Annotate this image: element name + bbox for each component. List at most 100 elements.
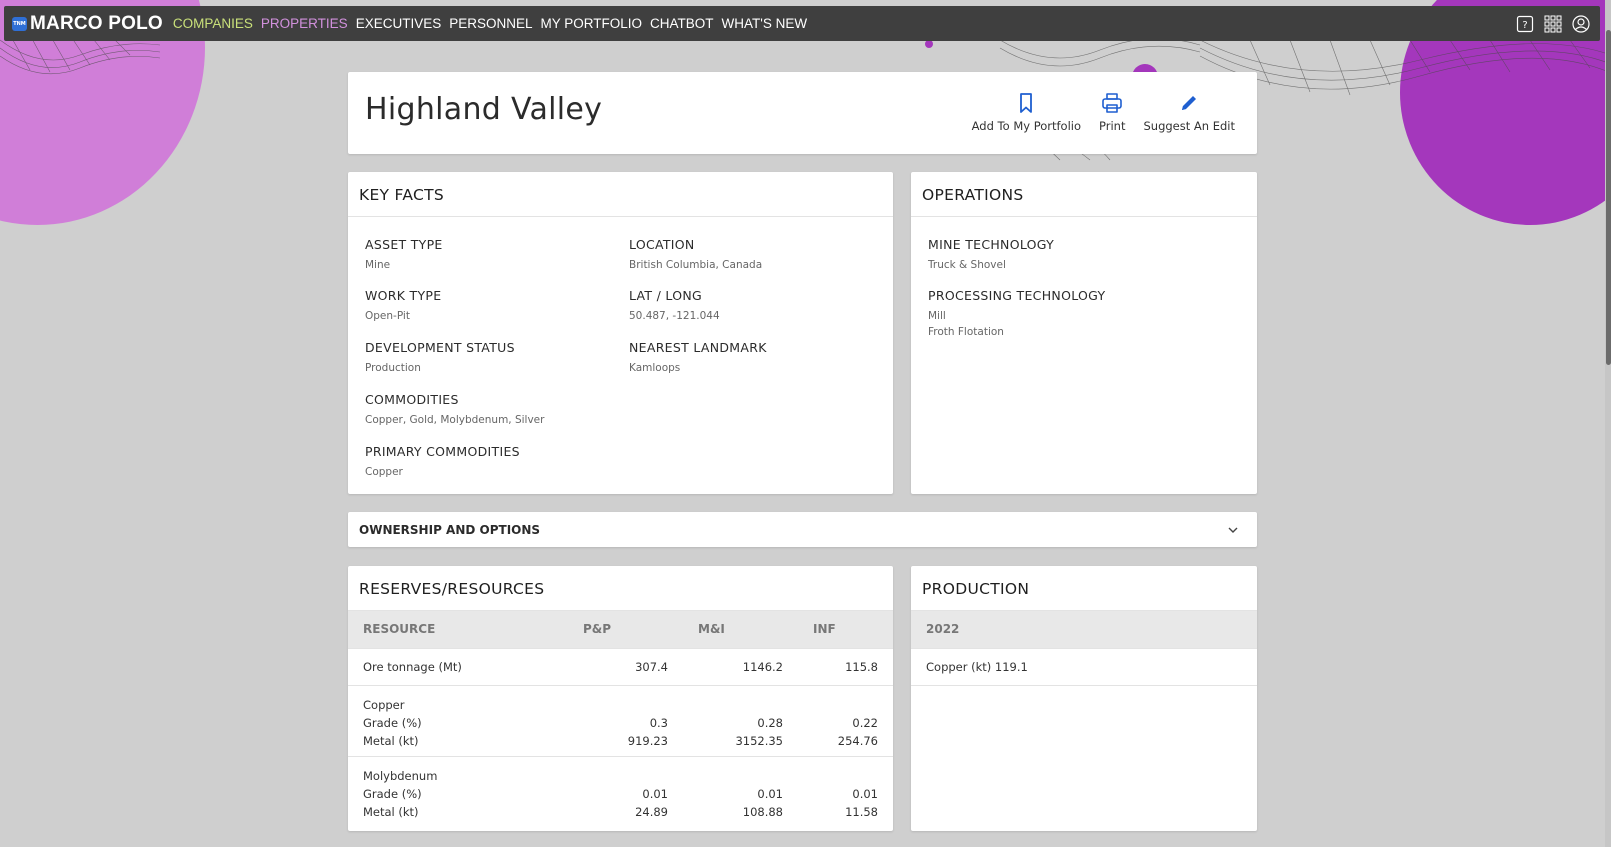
operations-title: OPERATIONS (922, 186, 1024, 204)
values-inf: 0.22 254.76 (798, 684, 893, 756)
table-row: Ore tonnage (Mt) 307.4 1146.2 115.8 (348, 647, 893, 685)
operations-card: OPERATIONS MINE TECHNOLOGY Truck & Shove… (911, 172, 1257, 494)
brand-logo[interactable]: TNM MARCO POLO (12, 13, 163, 35)
value-pp: 307.4 (568, 647, 683, 685)
fact-nearest-landmark: NEAREST LANDMARK Kamloops (629, 340, 767, 376)
fact-label: ASSET TYPE (365, 237, 443, 252)
add-to-portfolio-button[interactable]: Add To My Portfolio (972, 92, 1081, 133)
apps-grid-icon[interactable] (1544, 15, 1562, 33)
ownership-accordion[interactable]: OWNERSHIP AND OPTIONS (348, 512, 1257, 547)
fact-value: Open-Pit (365, 310, 410, 322)
resource-group-labels: Molybdenum Grade (%) Metal (kt) (348, 755, 568, 827)
bookmark-icon (1020, 93, 1033, 113)
values-mi: 0.28 3152.35 (683, 684, 798, 756)
fact-label: PRIMARY COMMODITIES (365, 444, 520, 459)
fact-value: Copper, Gold, Molybdenum, Silver (365, 414, 545, 426)
grade-pp: 0.3 (649, 715, 668, 730)
table-divider (911, 684, 1257, 686)
fact-mine-technology: MINE TECHNOLOGY Truck & Shovel (928, 237, 1054, 273)
fact-location: LOCATION British Columbia, Canada (629, 237, 762, 273)
resource-name: Molybdenum (363, 768, 438, 783)
metal-pp: 24.89 (635, 804, 668, 819)
fact-asset-type: ASSET TYPE Mine (365, 237, 443, 273)
metal-label: Metal (kt) (363, 733, 419, 748)
add-to-portfolio-label: Add To My Portfolio (971, 119, 1082, 133)
nav-executives[interactable]: EXECUTIVES (355, 16, 442, 31)
pencil-icon (1182, 96, 1197, 110)
grade-inf: 0.22 (852, 715, 878, 730)
column-header-resource: RESOURCE (348, 611, 568, 648)
production-table: 2022 Copper (kt) 119.1 (911, 611, 1257, 686)
fact-value: Production (365, 362, 421, 374)
fact-value: Mine (365, 259, 391, 271)
grade-mi: 0.28 (757, 715, 783, 730)
metal-inf: 254.76 (837, 733, 878, 748)
column-header-inf: INF (798, 611, 893, 648)
nav-properties[interactable]: PROPERTIES (260, 16, 348, 31)
metal-label: Metal (kt) (363, 804, 419, 819)
grade-label: Grade (%) (363, 715, 422, 730)
ownership-title: OWNERSHIP AND OPTIONS (359, 523, 541, 537)
fact-value: Copper (365, 466, 403, 478)
scrollbar-thumb[interactable] (1606, 30, 1611, 365)
fact-label: PROCESSING TECHNOLOGY (928, 288, 1106, 303)
grade-pp: 0.01 (642, 786, 668, 801)
chevron-down-icon[interactable] (1227, 524, 1239, 536)
table-row: Copper Grade (%) Metal (kt) 0.3 919.23 0… (348, 684, 893, 756)
print-label: Print (1099, 119, 1126, 133)
table-row: Molybdenum Grade (%) Metal (kt) 0.01 24.… (348, 755, 893, 827)
values-pp: 0.3 919.23 (568, 684, 683, 756)
fact-label: LOCATION (629, 237, 695, 252)
decorative-dot-small (925, 40, 933, 48)
fact-label: DEVELOPMENT STATUS (365, 340, 515, 355)
help-icon[interactable]: ? (1516, 15, 1534, 33)
nav-personnel[interactable]: PERSONNEL (449, 16, 533, 31)
fact-label: NEAREST LANDMARK (629, 340, 767, 355)
suggest-edit-button[interactable]: Suggest An Edit (1143, 92, 1235, 133)
metal-inf: 11.58 (845, 804, 878, 819)
column-header-mi: M&I (683, 611, 798, 648)
nav-whats-new[interactable]: WHAT'S NEW (721, 16, 808, 31)
column-header-pp: P&P (568, 611, 683, 648)
nav-icon-group: ? (1516, 14, 1590, 33)
print-button[interactable]: Print (1099, 92, 1125, 133)
fact-value: Kamloops (629, 362, 681, 374)
page-scrollbar[interactable] (1605, 0, 1611, 847)
grade-inf: 0.01 (852, 786, 878, 801)
top-navigation-bar: TNM MARCO POLO COMPANIES PROPERTIES EXEC… (4, 6, 1600, 41)
reserves-resources-card: RESERVES/RESOURCES RESOURCE P&P M&I INF … (348, 566, 893, 831)
metal-mi: 3152.35 (735, 733, 783, 748)
fact-label: MINE TECHNOLOGY (928, 237, 1055, 252)
nav-chatbot[interactable]: CHATBOT (650, 16, 714, 31)
values-pp: 0.01 24.89 (568, 755, 683, 827)
production-title: PRODUCTION (922, 580, 1030, 598)
nav-companies[interactable]: COMPANIES (172, 16, 253, 31)
metal-pp: 919.23 (627, 733, 668, 748)
resource-label: Ore tonnage (Mt) (348, 647, 568, 685)
table-row: Copper (kt) 119.1 (911, 647, 1257, 685)
value-inf: 115.8 (798, 647, 893, 685)
production-header: PRODUCTION (911, 566, 1257, 611)
fact-lat-long: LAT / LONG 50.487, -121.044 (629, 288, 720, 324)
reserves-header: RESERVES/RESOURCES (348, 566, 893, 611)
fact-value: Froth Flotation (928, 326, 1004, 338)
metal-mi: 108.88 (742, 804, 783, 819)
reserves-title: RESERVES/RESOURCES (359, 580, 545, 598)
print-icon (1102, 93, 1123, 113)
grade-label: Grade (%) (363, 786, 422, 801)
nav-my-portfolio[interactable]: MY PORTFOLIO (540, 16, 643, 31)
table-header-row: 2022 (911, 611, 1257, 648)
grade-mi: 0.01 (757, 786, 783, 801)
resource-name: Copper (363, 697, 405, 712)
fact-label: COMMODITIES (365, 392, 459, 407)
account-icon[interactable] (1572, 14, 1590, 33)
production-value: Copper (kt) 119.1 (911, 647, 1257, 685)
fact-value: Truck & Shovel (928, 259, 1006, 271)
operations-header: OPERATIONS (911, 172, 1257, 217)
key-facts-title: KEY FACTS (359, 186, 445, 204)
fact-label: WORK TYPE (365, 288, 442, 303)
reserves-table: RESOURCE P&P M&I INF Ore tonnage (Mt) 30… (348, 611, 893, 827)
property-header-card: Highland Valley Add To My Portfolio Prin… (348, 72, 1257, 154)
svg-text:?: ? (1522, 20, 1527, 31)
header-actions: Add To My Portfolio Print Suggest An Edi… (972, 92, 1235, 133)
